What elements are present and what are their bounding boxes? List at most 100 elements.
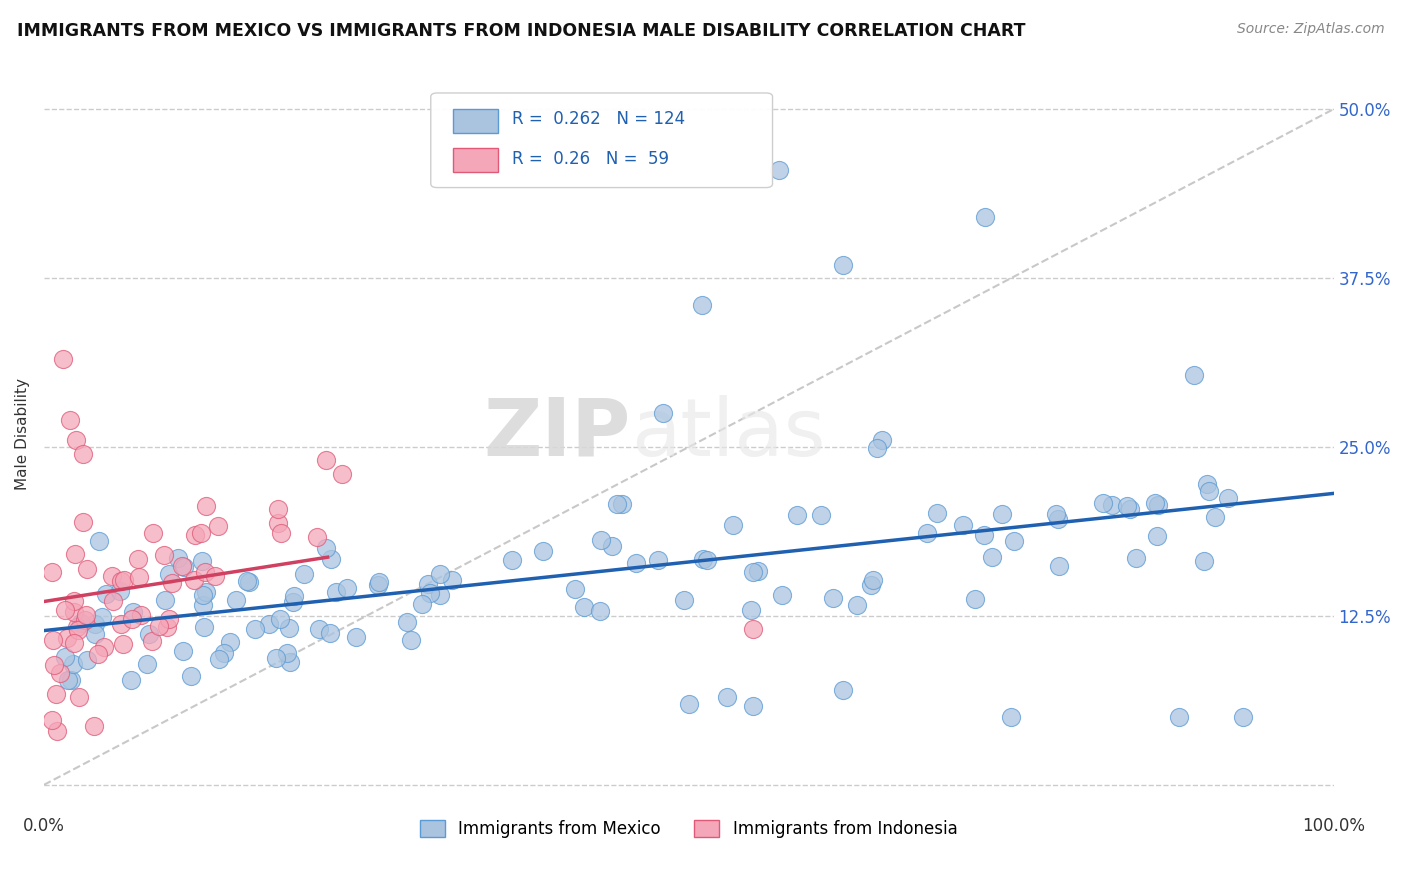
Point [1204, 509, 1226, 524]
Point [1119, 502, 1142, 516]
Point [672, 593, 695, 607]
Point [990, 508, 1012, 522]
Point [193, 598, 215, 612]
Point [606, 497, 628, 511]
Point [63, 594, 86, 608]
Point [823, 591, 845, 606]
Text: ZIP: ZIP [484, 394, 631, 473]
Point [319, 626, 342, 640]
Point [41, 713, 63, 727]
Point [142, 525, 165, 540]
Point [180, 669, 202, 683]
Point [62, 636, 84, 650]
Point [269, 612, 291, 626]
Point [315, 453, 337, 467]
Point [122, 606, 145, 620]
Point [367, 578, 389, 592]
Point [315, 541, 337, 555]
Point [832, 683, 855, 698]
Point [75, 608, 97, 623]
Point [651, 406, 673, 420]
Point [41, 565, 63, 579]
Point [860, 578, 883, 592]
Point [411, 597, 433, 611]
Point [121, 612, 143, 626]
Point [367, 575, 389, 590]
Point [624, 556, 647, 570]
Point [692, 552, 714, 566]
Point [264, 650, 287, 665]
Point [278, 655, 301, 669]
Point [191, 554, 214, 568]
Point [1116, 499, 1139, 513]
Point [108, 584, 131, 599]
Point [45, 687, 67, 701]
Point [325, 585, 347, 599]
Point [1045, 508, 1067, 522]
Point [225, 593, 247, 607]
Bar [453, 109, 498, 133]
Point [866, 441, 889, 455]
Point [257, 617, 280, 632]
Point [501, 553, 523, 567]
Text: R =  0.26   N =  59: R = 0.26 N = 59 [512, 150, 669, 168]
Point [925, 506, 948, 520]
Point [319, 551, 342, 566]
Point [723, 517, 745, 532]
Point [810, 508, 832, 523]
Point [152, 548, 174, 562]
Point [283, 589, 305, 603]
Point [770, 588, 793, 602]
Point [1002, 533, 1025, 548]
Point [267, 516, 290, 530]
Point [103, 594, 125, 608]
Point [1091, 495, 1114, 509]
Point [45, 723, 67, 738]
Point [112, 637, 135, 651]
Point [696, 553, 718, 567]
Point [67, 623, 90, 637]
Point [84, 617, 107, 632]
Point [127, 552, 149, 566]
Point [76, 562, 98, 576]
Point [283, 595, 305, 609]
Point [148, 619, 170, 633]
Point [72, 447, 94, 461]
Point [66, 620, 89, 634]
Point [974, 211, 997, 225]
Point [141, 634, 163, 648]
Point [128, 570, 150, 584]
Point [1047, 559, 1070, 574]
Point [190, 526, 212, 541]
Point [600, 539, 623, 553]
Point [120, 673, 142, 687]
Point [194, 585, 217, 599]
Point [965, 591, 987, 606]
Point [75, 613, 97, 627]
Point [336, 581, 359, 595]
Point [1101, 498, 1123, 512]
Point [194, 566, 217, 580]
Point [62, 657, 84, 672]
Point [184, 528, 207, 542]
Point [647, 553, 669, 567]
Point [93, 640, 115, 654]
Point [1232, 710, 1254, 724]
Point [183, 573, 205, 587]
Point [193, 588, 215, 602]
Point [56, 673, 79, 688]
Point [270, 525, 292, 540]
Point [69, 616, 91, 631]
Point [157, 612, 180, 626]
Point [65, 434, 87, 448]
Point [862, 574, 884, 588]
FancyBboxPatch shape [430, 93, 772, 187]
Point [110, 574, 132, 588]
Point [204, 568, 226, 582]
Point [207, 518, 229, 533]
Point [531, 544, 554, 558]
Point [399, 632, 422, 647]
Point [52, 352, 75, 367]
Text: R =  0.262   N = 124: R = 0.262 N = 124 [512, 111, 685, 128]
Point [160, 576, 183, 591]
